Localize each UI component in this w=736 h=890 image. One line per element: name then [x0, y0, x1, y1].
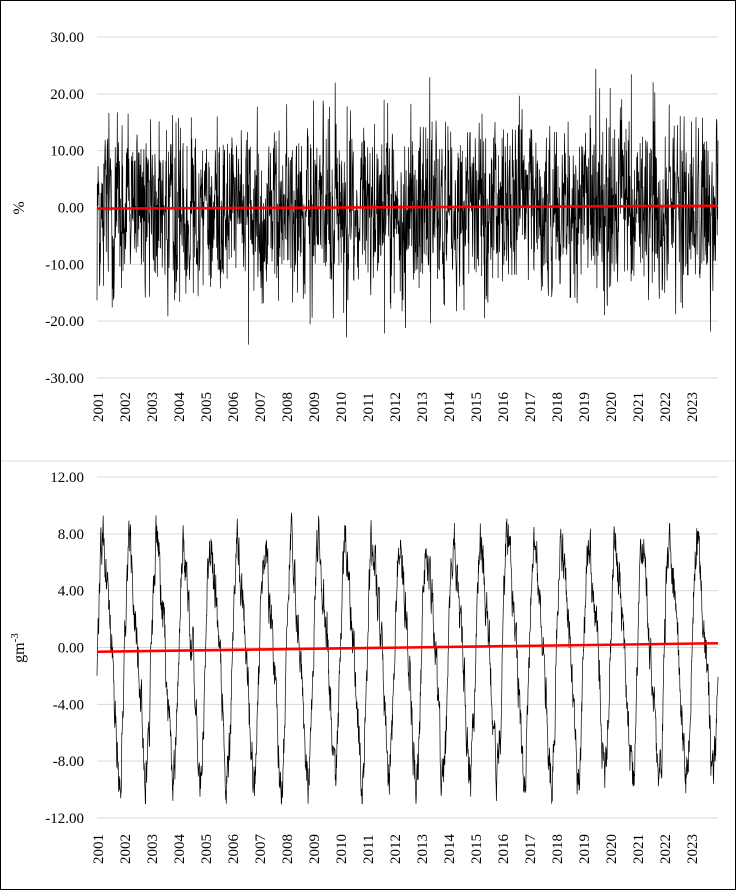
x-tick-label: 2006	[226, 834, 242, 865]
y-axis-title: %	[11, 201, 28, 214]
x-tick-label: 2020	[604, 392, 620, 422]
y-tick-label: -30.00	[45, 371, 84, 387]
y-tick-label: 0.00	[58, 201, 84, 217]
x-tick-label: 2013	[415, 834, 431, 864]
x-tick-label: 2021	[631, 834, 647, 864]
y-tick-label: 20.00	[50, 87, 84, 103]
x-tick-label: 2010	[334, 834, 350, 864]
chart-panel-1: 30.00 20.00 10.00 0.00 -10.00 -20.00 -30.00% 20…	[11, 30, 719, 423]
y-tick-label: -10.00	[45, 257, 84, 273]
trend-line	[96, 204, 719, 210]
x-tick-label: 2006	[226, 392, 242, 423]
x-tick-label: 2009	[307, 392, 323, 422]
x-tick-label: 2013	[415, 392, 431, 422]
x-tick-label: 2012	[388, 392, 404, 422]
x-tick-label: 2019	[577, 392, 593, 422]
x-tick-label: 2016	[496, 392, 512, 423]
x-tick-label: 2008	[280, 834, 296, 864]
y-tick-label: 4.00	[58, 584, 84, 600]
x-tick-label: 2022	[658, 392, 674, 422]
x-tick-label: 2011	[361, 835, 377, 864]
x-tick-label: 2002	[118, 392, 134, 422]
x-tick-label: 2016	[496, 834, 512, 865]
y-tick-label: -4.00	[53, 697, 84, 713]
x-tick-label: 2023	[685, 834, 701, 864]
x-tick-label: 2007	[253, 834, 269, 865]
x-tick-label: 2018	[550, 392, 566, 422]
x-tick-label: 2001	[91, 834, 107, 864]
x-tick-label: 2014	[442, 834, 458, 865]
x-tick-label: 2020	[604, 834, 620, 864]
x-tick-label: 2018	[550, 834, 566, 864]
y-tick-label: -8.00	[53, 754, 84, 770]
y-tick-label: -20.00	[45, 314, 84, 330]
y-tick-label: 10.00	[50, 144, 84, 160]
x-tick-label: 2023	[685, 392, 701, 422]
series-line	[96, 68, 719, 345]
y-tick-label: 0.00	[58, 641, 84, 657]
x-tick-label: 2022	[658, 834, 674, 864]
y-tick-label: 8.00	[58, 527, 84, 543]
x-tick-label: 2014	[442, 392, 458, 423]
x-tick-label: 2004	[172, 392, 188, 423]
series-line	[96, 512, 719, 806]
x-tick-label: 2017	[523, 834, 539, 865]
x-tick-label: 2021	[631, 392, 647, 422]
x-tick-label: 2002	[118, 834, 134, 864]
trend-line	[96, 641, 719, 654]
x-tick-label: 2019	[577, 834, 593, 864]
x-tick-label: 2017	[523, 392, 539, 423]
x-tick-label: 2001	[91, 392, 107, 422]
x-tick-label: 2012	[388, 834, 404, 864]
x-tick-label: 2004	[172, 834, 188, 865]
y-axis-title: gm-3	[9, 633, 28, 663]
x-tick-label: 2015	[469, 834, 485, 864]
chart-panel-2: 12.00 8.00 4.00 0.00 -4.00 -8.00 -12.00 gm-3 200…	[9, 470, 719, 865]
y-tick-label: 12.00	[50, 470, 84, 486]
x-tick-label: 2003	[145, 834, 161, 864]
x-tick-label: 2003	[145, 392, 161, 422]
x-tick-label: 2005	[199, 392, 215, 422]
x-tick-label: 2008	[280, 392, 296, 422]
x-tick-label: 2015	[469, 392, 485, 422]
y-tick-label: -12.00	[45, 811, 84, 827]
x-tick-label: 2011	[361, 393, 377, 422]
y-tick-label: 30.00	[50, 30, 84, 46]
x-tick-label: 2010	[334, 392, 350, 422]
x-tick-label: 2007	[253, 392, 269, 423]
x-tick-label: 2005	[199, 834, 215, 864]
x-tick-label: 2009	[307, 834, 323, 864]
